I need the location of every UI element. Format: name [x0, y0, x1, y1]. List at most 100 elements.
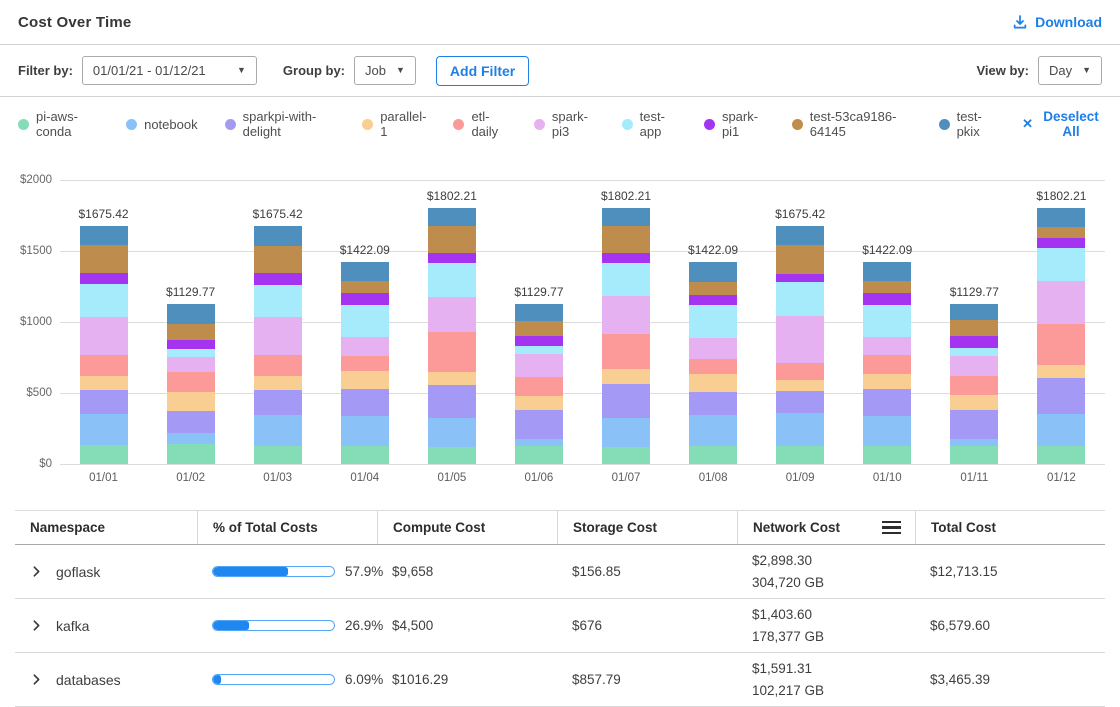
- bar-segment-sparkpi-with-delight[interactable]: [776, 391, 824, 412]
- bar-segment-pi-aws-conda[interactable]: [689, 446, 737, 464]
- bar-segment-spark-pi1[interactable]: [80, 273, 128, 284]
- bar-segment-test-app[interactable]: [515, 346, 563, 353]
- bar-segment-test-53ca9186-64145[interactable]: [80, 245, 128, 273]
- bar-segment-test-pkix[interactable]: [950, 304, 998, 321]
- legend-item-test-pkix[interactable]: test-pkix: [939, 109, 995, 139]
- bar-01/01[interactable]: [80, 226, 128, 464]
- bar-segment-etl-daily[interactable]: [863, 355, 911, 374]
- bar-segment-pi-aws-conda[interactable]: [341, 446, 389, 464]
- bar-segment-etl-daily[interactable]: [776, 363, 824, 380]
- chevron-right-icon[interactable]: [30, 619, 43, 632]
- bar-segment-spark-pi3[interactable]: [515, 354, 563, 377]
- bar-segment-test-53ca9186-64145[interactable]: [1037, 227, 1085, 238]
- view-by-select[interactable]: Day ▼: [1038, 56, 1102, 85]
- bar-segment-notebook[interactable]: [689, 415, 737, 446]
- bar-segment-notebook[interactable]: [254, 415, 302, 446]
- bar-segment-pi-aws-conda[interactable]: [254, 446, 302, 464]
- bar-01/11[interactable]: [950, 304, 998, 464]
- bar-segment-spark-pi1[interactable]: [515, 336, 563, 347]
- bar-segment-etl-daily[interactable]: [950, 376, 998, 395]
- bar-01/09[interactable]: [776, 226, 824, 464]
- bar-segment-parallel-1[interactable]: [428, 372, 476, 384]
- bar-segment-pi-aws-conda[interactable]: [80, 445, 128, 464]
- bar-segment-spark-pi1[interactable]: [950, 336, 998, 349]
- bar-01/08[interactable]: [689, 262, 737, 464]
- bar-segment-test-app[interactable]: [602, 263, 650, 296]
- bar-segment-spark-pi3[interactable]: [863, 337, 911, 355]
- bar-segment-test-app[interactable]: [863, 305, 911, 337]
- bar-segment-test-pkix[interactable]: [80, 226, 128, 245]
- bar-segment-spark-pi3[interactable]: [254, 317, 302, 356]
- legend-item-test-app[interactable]: test-app: [622, 109, 677, 139]
- bar-segment-parallel-1[interactable]: [863, 374, 911, 388]
- bar-01/10[interactable]: [863, 262, 911, 464]
- bar-segment-test-pkix[interactable]: [167, 304, 215, 325]
- bar-segment-spark-pi3[interactable]: [689, 338, 737, 359]
- add-filter-button[interactable]: Add Filter: [436, 56, 529, 86]
- bar-segment-test-app[interactable]: [1037, 248, 1085, 280]
- bar-segment-etl-daily[interactable]: [167, 372, 215, 392]
- bar-segment-notebook[interactable]: [950, 439, 998, 446]
- bar-01/06[interactable]: [515, 304, 563, 464]
- legend-item-notebook[interactable]: notebook: [126, 117, 198, 132]
- bar-segment-test-53ca9186-64145[interactable]: [602, 226, 650, 253]
- bar-segment-parallel-1[interactable]: [167, 392, 215, 411]
- bar-segment-test-pkix[interactable]: [1037, 208, 1085, 227]
- bar-segment-test-53ca9186-64145[interactable]: [254, 246, 302, 273]
- bar-segment-spark-pi3[interactable]: [341, 337, 389, 356]
- bar-segment-pi-aws-conda[interactable]: [167, 444, 215, 464]
- legend-item-sparkpi-with-delight[interactable]: sparkpi-with-delight: [225, 109, 336, 139]
- bar-segment-etl-daily[interactable]: [254, 355, 302, 375]
- bar-segment-notebook[interactable]: [863, 416, 911, 445]
- bar-segment-test-pkix[interactable]: [428, 208, 476, 226]
- bar-segment-spark-pi3[interactable]: [950, 356, 998, 377]
- chevron-right-icon[interactable]: [30, 565, 43, 578]
- bar-segment-pi-aws-conda[interactable]: [950, 446, 998, 464]
- bar-segment-etl-daily[interactable]: [689, 359, 737, 374]
- table-row[interactable]: goflask 57.9% $9,658 $156.85 $2,898.30 3…: [15, 545, 1105, 599]
- legend-item-spark-pi3[interactable]: spark-pi3: [534, 109, 595, 139]
- bar-segment-parallel-1[interactable]: [254, 376, 302, 390]
- legend-item-parallel-1[interactable]: parallel-1: [362, 109, 426, 139]
- bar-segment-pi-aws-conda[interactable]: [1037, 446, 1085, 464]
- bar-segment-etl-daily[interactable]: [428, 332, 476, 372]
- download-button[interactable]: Download: [1012, 14, 1102, 30]
- bar-segment-sparkpi-with-delight[interactable]: [863, 389, 911, 417]
- bar-segment-test-pkix[interactable]: [341, 262, 389, 281]
- bar-segment-sparkpi-with-delight[interactable]: [167, 411, 215, 433]
- bar-segment-notebook[interactable]: [428, 418, 476, 447]
- bar-segment-test-app[interactable]: [254, 285, 302, 317]
- bar-segment-test-pkix[interactable]: [863, 262, 911, 281]
- bar-segment-sparkpi-with-delight[interactable]: [428, 385, 476, 418]
- bar-segment-notebook[interactable]: [1037, 414, 1085, 445]
- bar-segment-sparkpi-with-delight[interactable]: [254, 390, 302, 415]
- bar-01/12[interactable]: [1037, 208, 1085, 464]
- bar-segment-notebook[interactable]: [515, 439, 563, 446]
- bar-segment-parallel-1[interactable]: [776, 380, 824, 391]
- bar-segment-etl-daily[interactable]: [80, 355, 128, 376]
- bar-01/02[interactable]: [167, 304, 215, 464]
- bar-segment-notebook[interactable]: [776, 413, 824, 446]
- bar-segment-spark-pi3[interactable]: [80, 317, 128, 355]
- group-by-select[interactable]: Job ▼: [354, 56, 416, 85]
- date-range-select[interactable]: 01/01/21 - 01/12/21 ▼: [82, 56, 257, 85]
- bar-segment-spark-pi3[interactable]: [167, 357, 215, 372]
- bar-segment-sparkpi-with-delight[interactable]: [1037, 378, 1085, 414]
- bar-segment-test-pkix[interactable]: [689, 262, 737, 282]
- bar-segment-spark-pi1[interactable]: [1037, 238, 1085, 249]
- bar-segment-sparkpi-with-delight[interactable]: [515, 410, 563, 440]
- bar-segment-etl-daily[interactable]: [515, 377, 563, 397]
- bar-segment-sparkpi-with-delight[interactable]: [689, 392, 737, 415]
- legend-item-test-53ca9186-64145[interactable]: test-53ca9186-64145: [792, 109, 912, 139]
- bar-segment-notebook[interactable]: [80, 414, 128, 445]
- bar-segment-pi-aws-conda[interactable]: [776, 446, 824, 464]
- bar-segment-test-53ca9186-64145[interactable]: [950, 320, 998, 335]
- bar-segment-test-53ca9186-64145[interactable]: [167, 324, 215, 339]
- bar-segment-spark-pi1[interactable]: [776, 274, 824, 282]
- bar-segment-test-app[interactable]: [341, 305, 389, 337]
- bar-segment-test-app[interactable]: [167, 349, 215, 357]
- bar-segment-spark-pi1[interactable]: [167, 340, 215, 350]
- bar-segment-parallel-1[interactable]: [602, 369, 650, 384]
- bar-segment-test-app[interactable]: [689, 305, 737, 338]
- column-settings-icon[interactable]: [882, 521, 901, 535]
